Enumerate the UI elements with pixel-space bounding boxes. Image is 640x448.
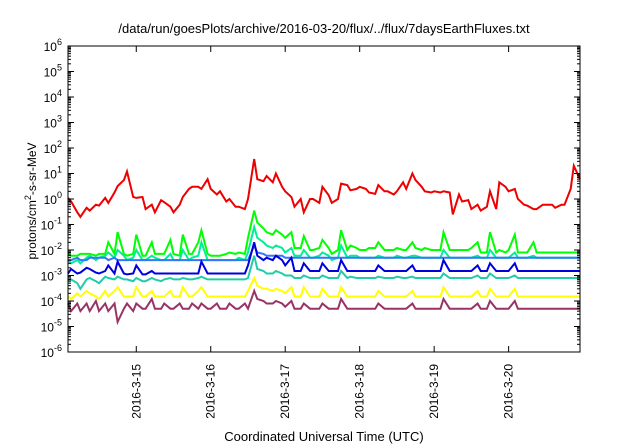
y-axis-label-suffix: -s-sr-MeV — [25, 142, 39, 195]
y-tick-label-base: 10 — [41, 295, 55, 309]
y-tick-label-base: 10 — [44, 168, 58, 182]
y-tick-label: 10-3 — [41, 267, 62, 284]
y-tick-label-exponent: 2 — [57, 139, 62, 149]
y-tick-label-exponent: -5 — [54, 318, 62, 328]
series-line-5 — [67, 242, 580, 276]
y-tick-label-exponent: 3 — [57, 114, 62, 124]
x-tick-label: 2016-3-15 — [129, 364, 143, 419]
y-tick-label: 10-5 — [41, 318, 62, 335]
y-tick-label: 101 — [44, 165, 62, 182]
y-tick-label: 103 — [44, 114, 62, 131]
x-tick-label: 2016-3-19 — [427, 364, 441, 419]
x-tick-label: 2016-3-18 — [353, 364, 367, 419]
x-axis-label: Coordinated Universal Time (UTC) — [224, 429, 423, 444]
y-tick-label: 104 — [44, 88, 62, 105]
y-tick-label-exponent: 0 — [57, 190, 62, 200]
y-tick-label-base: 10 — [41, 321, 55, 335]
y-tick-label: 10-2 — [41, 241, 62, 258]
y-tick-label-exponent: 4 — [57, 88, 62, 98]
series-line-2 — [67, 210, 580, 258]
y-tick-label: 106 — [44, 37, 62, 54]
x-tick-label: 2016-3-17 — [278, 364, 292, 419]
y-tick-label-exponent: -6 — [54, 343, 62, 353]
series-line-8 — [67, 287, 580, 326]
y-tick-label-exponent: -4 — [54, 292, 62, 302]
y-tick-label-base: 10 — [44, 193, 58, 207]
y-tick-label: 10-6 — [41, 343, 62, 360]
y-tick-label: 10-1 — [41, 216, 62, 233]
y-tick-label-base: 10 — [41, 244, 55, 258]
y-tick-label: 10-4 — [41, 292, 62, 309]
y-tick-label-base: 10 — [44, 117, 58, 131]
series-layer — [67, 158, 581, 326]
y-tick-label-base: 10 — [44, 66, 58, 80]
y-tick-label: 100 — [44, 190, 62, 207]
y-tick-label-exponent: 1 — [57, 165, 62, 175]
y-tick-label-exponent: -1 — [54, 216, 62, 226]
y-tick-label-base: 10 — [41, 346, 55, 360]
y-axis-label: protons/cm2-s-sr-MeV — [23, 142, 39, 259]
y-tick-label-base: 10 — [44, 142, 58, 156]
plot-frame — [67, 45, 581, 353]
x-tick-label: 2016-3-16 — [204, 364, 218, 419]
y-axis-label-superscript: 2 — [23, 195, 33, 200]
series-line-3 — [67, 223, 580, 265]
y-tick-label-exponent: -3 — [54, 267, 62, 277]
y-tick-label-exponent: 5 — [57, 63, 62, 73]
y-tick-label: 105 — [44, 63, 62, 80]
x-tick-label: 2016-3-20 — [502, 364, 516, 419]
y-tick-label-base: 10 — [41, 219, 55, 233]
y-tick-label-base: 10 — [44, 40, 58, 54]
y-tick-label-exponent: -2 — [54, 241, 62, 251]
series-line-1 — [67, 158, 581, 219]
series-line-6 — [67, 255, 580, 291]
y-axis-label-main: protons/cm — [25, 200, 39, 259]
axis-layer: 10-610-510-410-310-210-11001011021031041… — [41, 37, 580, 419]
series-line-4 — [68, 242, 580, 262]
y-tick-label-base: 10 — [44, 91, 58, 105]
y-tick-label: 102 — [44, 139, 62, 156]
chart-title: /data/run/goesPlots/archive/2016-03-20/f… — [118, 21, 530, 36]
y-tick-label-base: 10 — [41, 270, 55, 284]
y-tick-label-exponent: 6 — [57, 37, 62, 47]
series-line-7 — [67, 275, 580, 301]
